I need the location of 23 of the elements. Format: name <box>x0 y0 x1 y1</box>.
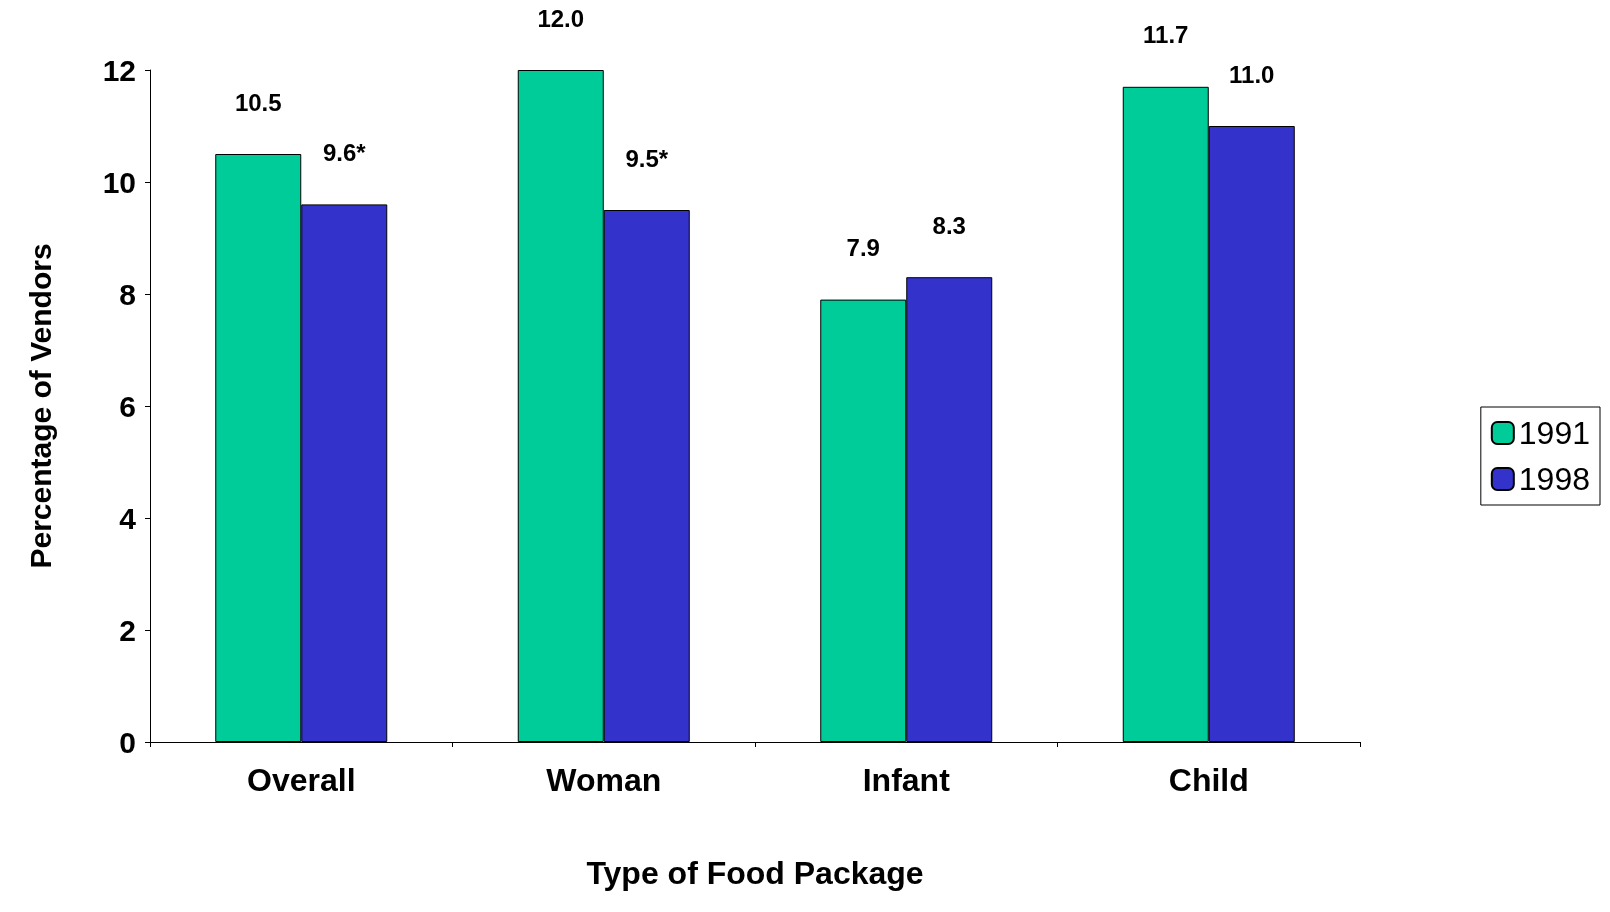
y-tick-label: 0 <box>119 725 136 759</box>
legend-label: 1991 <box>1518 415 1590 451</box>
data-label: 12.0 <box>537 4 585 32</box>
data-label: 10.5 <box>234 88 282 116</box>
data-label: 7.9 <box>846 234 880 262</box>
y-tick-label: 6 <box>119 389 136 423</box>
x-tick-label: Overall <box>246 762 356 798</box>
data-label: 8.3 <box>932 211 966 239</box>
y-tick-label: 12 <box>102 53 136 87</box>
y-tick-label: 4 <box>119 501 137 535</box>
y-tick-label: 8 <box>119 277 136 311</box>
data-label: 11.7 <box>1143 21 1189 49</box>
data-label: 9.5* <box>625 144 669 172</box>
y-axis-title: Percentage of Vendors <box>23 243 57 569</box>
y-tick-label: 10 <box>102 165 136 199</box>
legend-label: 1998 <box>1518 461 1590 497</box>
x-tick-label: Woman <box>546 762 662 798</box>
y-tick-label: 2 <box>119 613 136 647</box>
x-tick-label: Child <box>1168 762 1249 798</box>
data-label: 11.0 <box>1229 60 1275 88</box>
x-tick-label: Infant <box>862 762 951 798</box>
x-axis-title: Type of Food Package <box>586 855 924 891</box>
data-label: 9.6* <box>322 138 367 166</box>
